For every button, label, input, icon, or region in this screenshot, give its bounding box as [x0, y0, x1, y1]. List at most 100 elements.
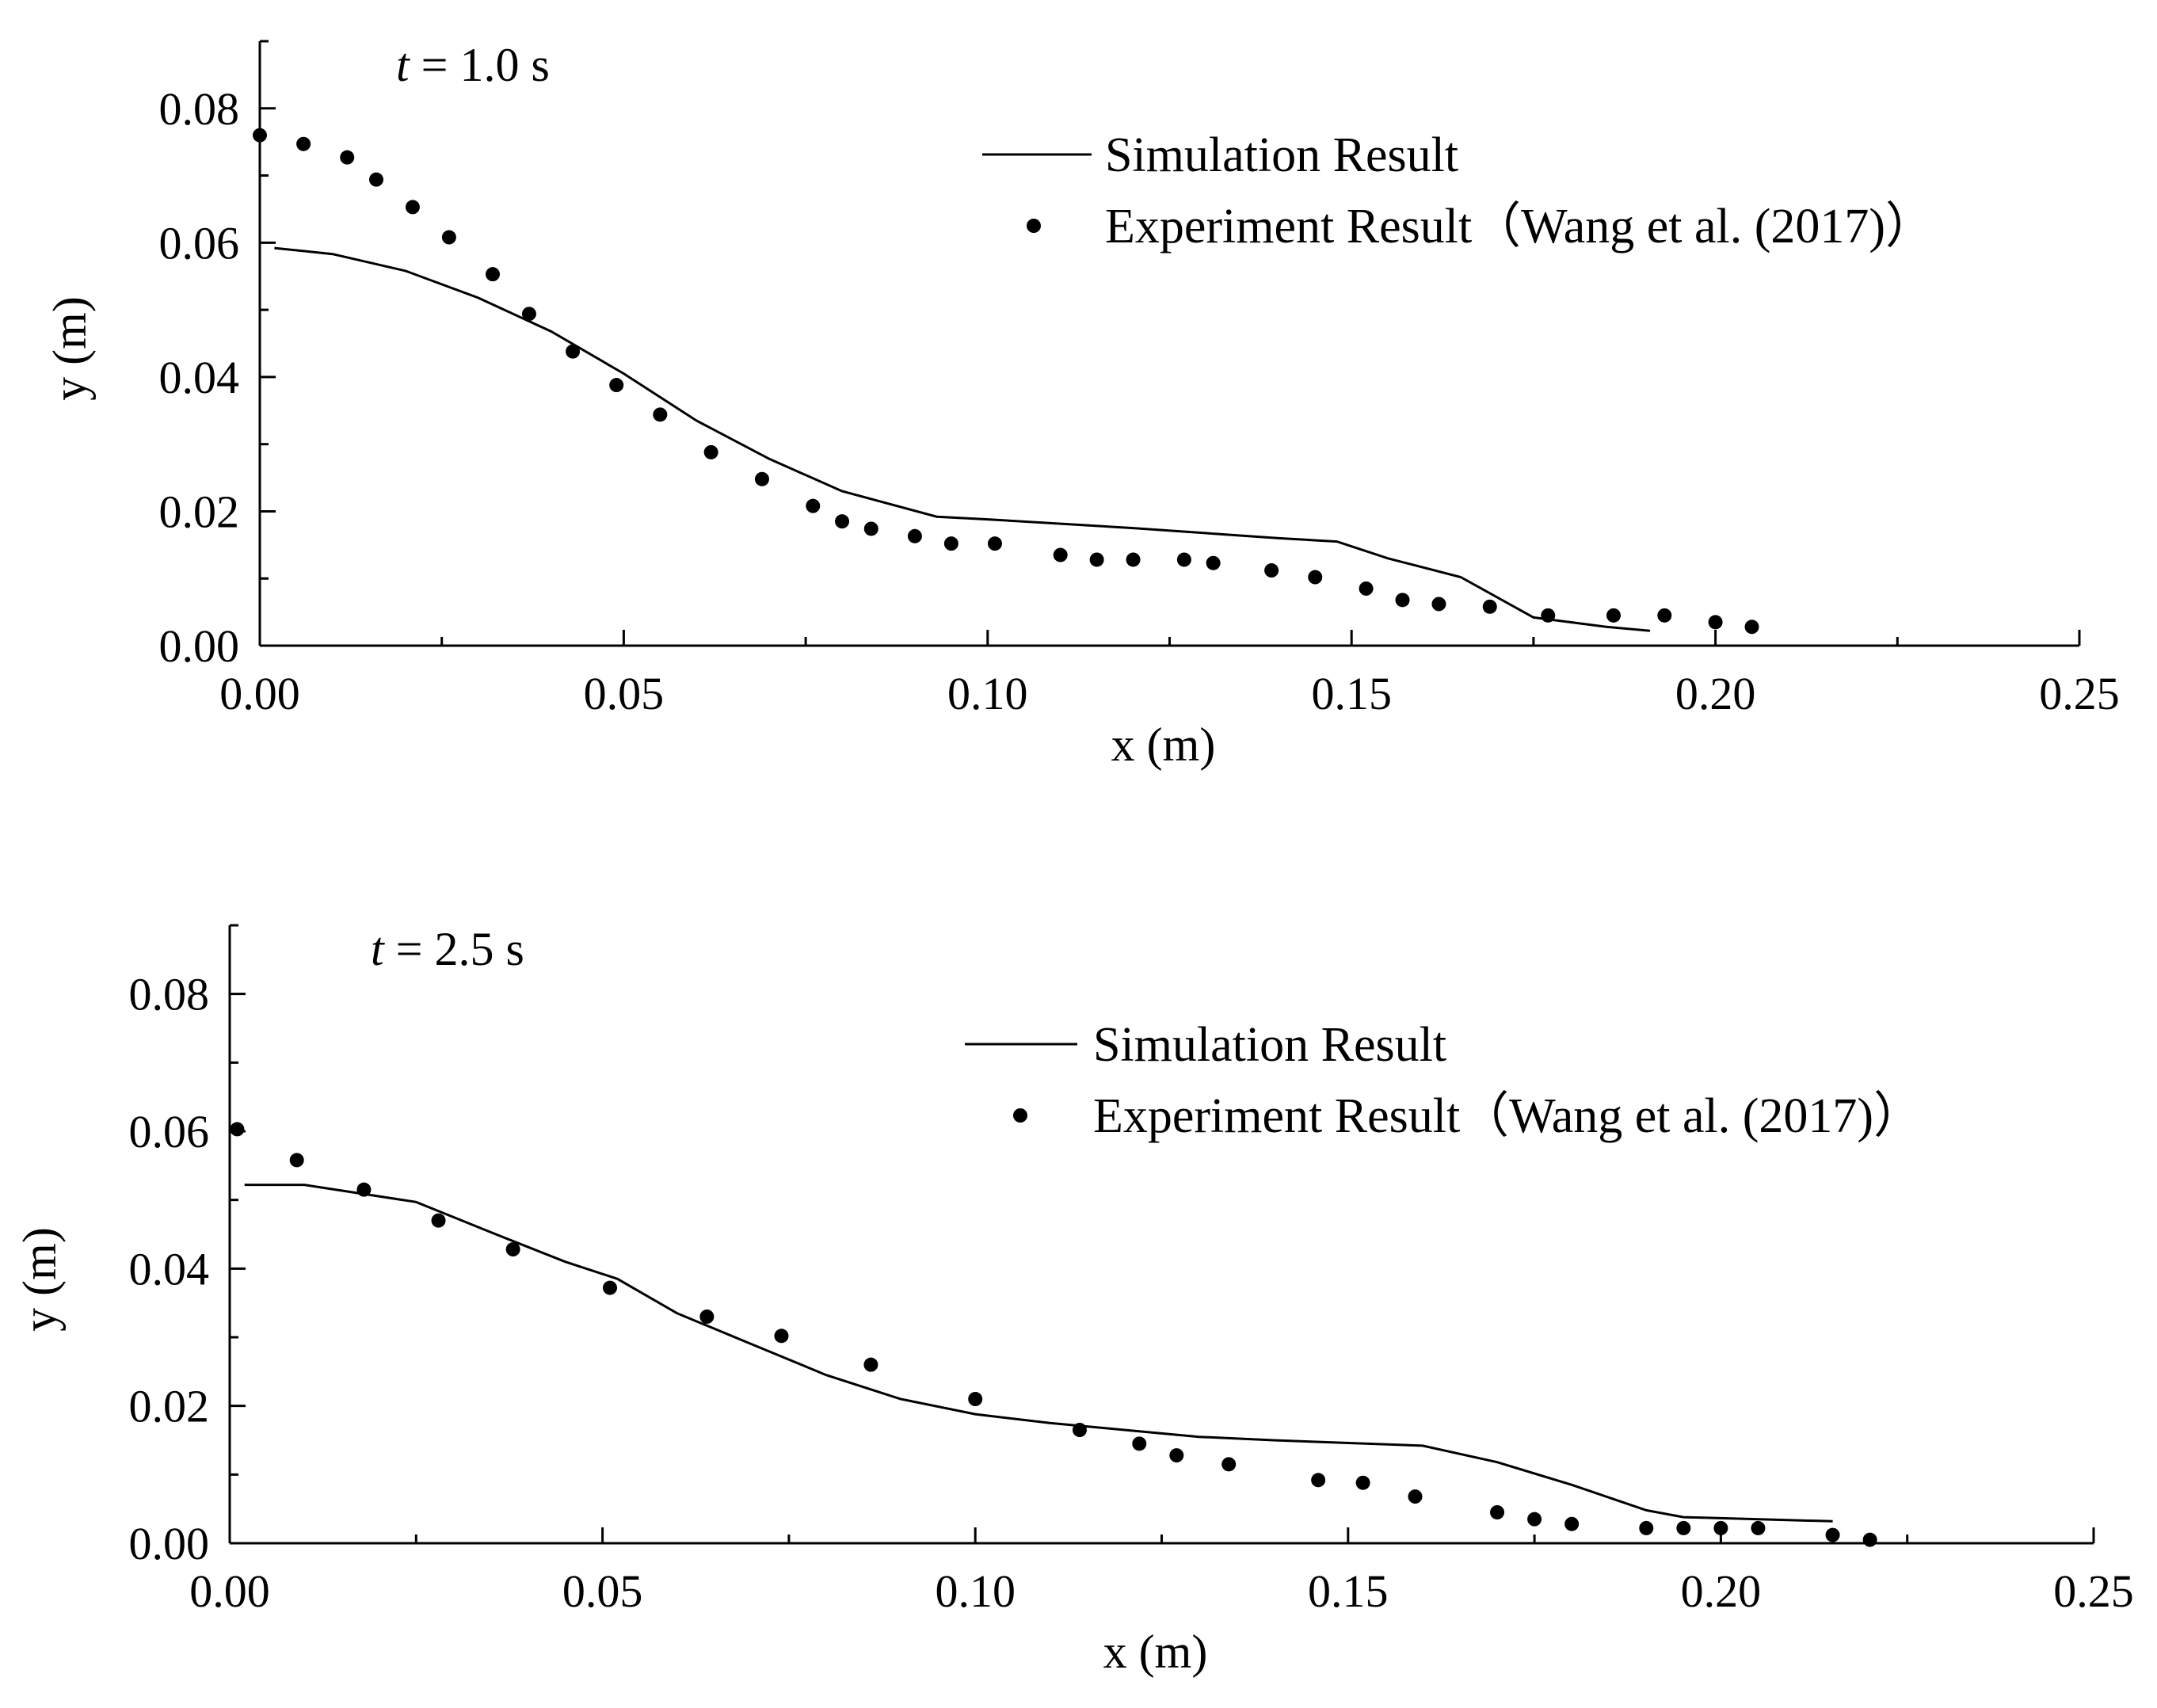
- x-tick-label: 0.00: [219, 668, 300, 719]
- experiment-data-point: [1606, 608, 1621, 623]
- experiment-data-point: [1482, 599, 1497, 614]
- experiment-data-point: [253, 128, 267, 143]
- experiment-data-point: [987, 536, 1002, 551]
- experiment-data-point: [1564, 1516, 1580, 1531]
- chart-panel-top: 0.00 0.05 0.10 0.15 0.20 0.25 0.00 0.02 0.04 0.06…: [44, 39, 2120, 771]
- experiment-data-point: [1825, 1527, 1840, 1542]
- experiment-data-point: [1169, 1448, 1184, 1463]
- experiment-data-point: [907, 528, 922, 543]
- experiment-data-point: [1308, 570, 1323, 585]
- experiment-data-point: [703, 444, 718, 459]
- experiment-data-point: [1132, 1436, 1147, 1451]
- experiment-data-point: [1126, 552, 1141, 567]
- experiment-data-point: [1708, 615, 1723, 630]
- x-axis-title: x (m): [1103, 1626, 1208, 1678]
- experiment-data-point: [230, 1122, 245, 1137]
- legend-label-experiment: Experiment Result（Wang et al. (2017)）: [1093, 1089, 1923, 1143]
- experiment-data-point: [1264, 563, 1279, 578]
- y-axis-title: y (m): [13, 1227, 66, 1332]
- experiment-data-point: [653, 407, 668, 422]
- legend-label-simulation: Simulation Result: [1105, 128, 1458, 182]
- experiment-data-point: [1395, 593, 1410, 608]
- experiment-data-point: [441, 230, 456, 245]
- x-tick-label: 0.15: [1311, 668, 1392, 719]
- experiment-data-point: [863, 1357, 878, 1372]
- experiment-data-point: [1541, 608, 1556, 623]
- experiment-data-point: [754, 471, 769, 486]
- experiment-data-point: [1206, 555, 1221, 570]
- legend-label-simulation: Simulation Result: [1093, 1018, 1446, 1072]
- experiment-data-point: [521, 307, 536, 322]
- experiment-data-point: [486, 267, 501, 282]
- simulation-series-line: [274, 246, 1651, 632]
- panel-time-label: t = 1.0 s: [396, 39, 550, 91]
- y-axis-title: y (m): [44, 296, 96, 401]
- experiment-data-point: [943, 536, 958, 551]
- experiment-data-point: [863, 521, 878, 536]
- x-tick-label: 0.25: [2053, 1565, 2134, 1617]
- y-tick-label: 0.00: [129, 1518, 210, 1569]
- y-tick-label: 0.04: [159, 352, 240, 403]
- y-tick-label: 0.08: [159, 83, 240, 135]
- experiment-data-point: [1657, 608, 1672, 623]
- experiment-data-point: [1311, 1473, 1326, 1488]
- x-tick-label: 0.10: [947, 668, 1028, 719]
- x-tick-label: 0.25: [2039, 668, 2120, 719]
- experiment-data-point: [356, 1182, 372, 1197]
- experiment-data-point: [806, 498, 821, 513]
- experiment-data-point: [289, 1153, 304, 1168]
- experiment-data-point: [1089, 552, 1104, 567]
- x-axis-title: x (m): [1111, 719, 1216, 771]
- y-tick-label: 0.02: [159, 486, 240, 537]
- y-tick-label: 0.06: [129, 1106, 210, 1157]
- experiment-data-point: [1072, 1423, 1087, 1437]
- experiment-data-point: [1490, 1505, 1505, 1519]
- y-tick-label: 0.08: [129, 969, 210, 1020]
- experiment-data-point: [369, 172, 384, 187]
- chart-panel-bottom: 0.00 0.05 0.10 0.15 0.20 0.25 0.00 0.02 0.04 0.06…: [13, 923, 2134, 1678]
- experiment-data-point: [1862, 1532, 1877, 1547]
- experiment-data-point: [1676, 1520, 1691, 1535]
- experiment-data-point: [505, 1242, 520, 1257]
- experiment-data-point: [1713, 1520, 1728, 1535]
- y-tick-label: 0.00: [159, 620, 240, 672]
- experiment-data-point: [1176, 552, 1191, 567]
- simulation-series-line: [244, 1184, 1833, 1523]
- experiment-data-point: [835, 514, 850, 529]
- experiment-data-point: [774, 1329, 789, 1344]
- x-tick-label: 0.10: [935, 1565, 1016, 1617]
- experiment-data-point: [1221, 1457, 1237, 1472]
- experiment-data-point: [1431, 597, 1446, 612]
- x-tick-label: 0.15: [1308, 1565, 1389, 1617]
- experiment-data-point: [968, 1392, 983, 1406]
- x-tick-label: 0.05: [562, 1565, 643, 1617]
- y-tick-label: 0.02: [129, 1381, 210, 1432]
- x-tick-label: 0.20: [1681, 1565, 1762, 1617]
- panel-time-label: t = 2.5 s: [371, 923, 524, 975]
- y-tick-label: 0.04: [129, 1243, 210, 1294]
- experiment-data-point: [1751, 1520, 1766, 1535]
- legend-marker-swatch: [1013, 1108, 1027, 1123]
- experiment-data-point: [431, 1213, 446, 1228]
- experiment-data-point: [1355, 1475, 1370, 1490]
- experiment-data-point: [1744, 620, 1759, 635]
- x-tick-label: 0.05: [584, 668, 665, 719]
- x-tick-label: 0.00: [189, 1565, 270, 1617]
- experiment-data-point: [1639, 1520, 1654, 1535]
- experiment-data-point: [405, 200, 420, 215]
- legend-label-experiment: Experiment Result（Wang et al. (2017)）: [1105, 200, 1934, 254]
- experiment-data-point: [609, 378, 624, 393]
- experiment-data-point: [340, 150, 355, 165]
- experiment-data-point: [1359, 581, 1374, 596]
- experiment-data-point: [603, 1280, 618, 1295]
- experiment-data-point: [1408, 1489, 1423, 1504]
- experiment-data-point: [699, 1310, 715, 1324]
- y-tick-label: 0.06: [159, 217, 240, 269]
- experiment-data-point: [566, 344, 581, 359]
- legend-marker-swatch: [1027, 219, 1041, 233]
- experiment-data-point: [1527, 1512, 1542, 1527]
- experiment-data-point: [296, 136, 311, 151]
- x-tick-label: 0.20: [1675, 668, 1756, 719]
- experiment-data-point: [1053, 547, 1068, 562]
